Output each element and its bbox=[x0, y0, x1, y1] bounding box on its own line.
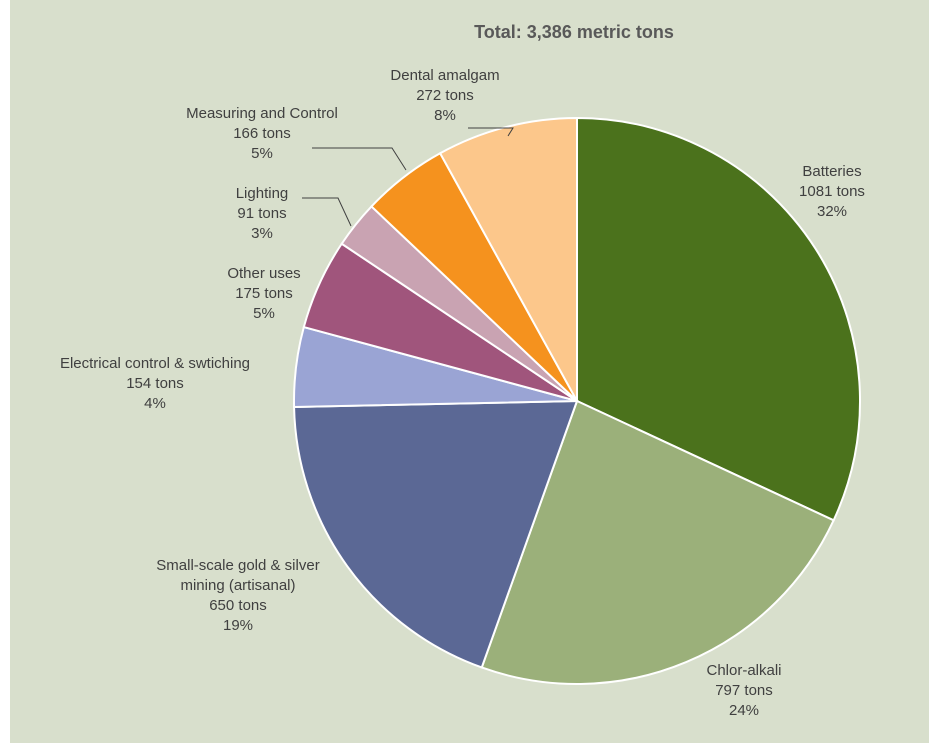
slice-label-line: 24% bbox=[729, 702, 759, 719]
slice-label-line: 3% bbox=[251, 225, 273, 242]
slice-label-5: Lighting 91 tons 3% bbox=[236, 185, 289, 242]
slice-label-7: Dental amalgam 272 tons 8% bbox=[390, 67, 499, 124]
leader-line-6 bbox=[312, 147, 407, 171]
leader-line-7 bbox=[468, 127, 514, 137]
leader-line-5 bbox=[302, 197, 352, 227]
slice-label-line: mining (artisanal) bbox=[180, 577, 295, 594]
slice-label-3: Electrical control & swtiching 154 tons 4% bbox=[60, 355, 250, 412]
slice-label-line: 797 tons bbox=[715, 682, 773, 699]
slice-label-6: Measuring and Control 166 tons 5% bbox=[186, 105, 338, 162]
pie-slice-7 bbox=[438, 116, 578, 402]
slice-label-line: 19% bbox=[223, 617, 253, 634]
slice-label-line: 1081 tons bbox=[799, 183, 865, 200]
slice-label-4: Other uses 175 tons 5% bbox=[227, 265, 300, 322]
slice-label-1: Chlor-alkali 797 tons 24% bbox=[706, 662, 781, 719]
slice-label-line: Batteries bbox=[802, 163, 861, 180]
slice-label-line: Small-scale gold & silver bbox=[156, 557, 319, 574]
slice-label-line: 154 tons bbox=[126, 375, 184, 392]
leader-lines bbox=[302, 127, 514, 227]
slice-label-line: 32% bbox=[817, 203, 847, 220]
slice-label-line: Dental amalgam bbox=[390, 67, 499, 84]
slice-label-line: 272 tons bbox=[416, 87, 474, 104]
pie-slice-1 bbox=[480, 399, 835, 686]
slice-label-line: Measuring and Control bbox=[186, 105, 338, 122]
slice-label-line: Lighting bbox=[236, 185, 289, 202]
slice-label-line: 166 tons bbox=[233, 125, 291, 142]
slice-label-line: 650 tons bbox=[209, 597, 267, 614]
slice-labels: Batteries 1081 tons 32% Chlor-alkali 797 ton… bbox=[60, 67, 865, 719]
slice-label-2: Small-scale gold & silver mining (artisan… bbox=[156, 557, 319, 634]
slice-label-line: 4% bbox=[144, 395, 166, 412]
chart-title: Total: 3,386 metric tons bbox=[474, 22, 674, 42]
slice-label-line: Other uses bbox=[227, 265, 300, 282]
slice-label-line: 91 tons bbox=[237, 205, 286, 222]
pie-slice-0 bbox=[576, 116, 862, 522]
pie-slice-2 bbox=[293, 399, 579, 669]
slice-label-line: Chlor-alkali bbox=[706, 662, 781, 679]
slice-label-0: Batteries 1081 tons 32% bbox=[799, 163, 865, 220]
slice-label-line: 5% bbox=[253, 305, 275, 322]
slice-label-line: Electrical control & swtiching bbox=[60, 355, 250, 372]
slice-label-line: 175 tons bbox=[235, 285, 293, 302]
slice-label-line: 8% bbox=[434, 107, 456, 124]
pie-slices bbox=[293, 116, 862, 686]
slice-label-line: 5% bbox=[251, 145, 273, 162]
